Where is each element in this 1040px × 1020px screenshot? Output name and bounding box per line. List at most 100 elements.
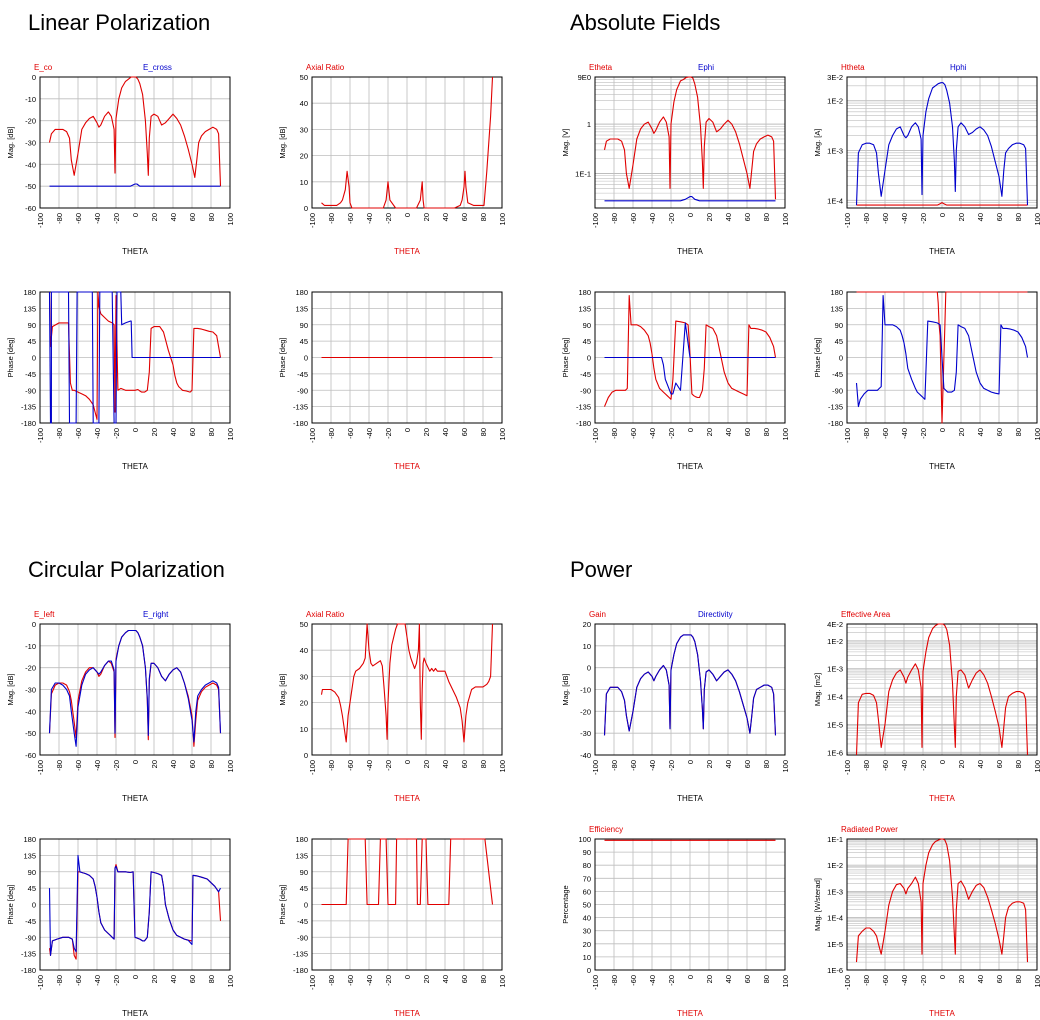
x-tick-label: 0 (403, 975, 412, 979)
y-tick-label: -180 (293, 419, 308, 428)
x-tick-label: 60 (995, 213, 1004, 221)
y-tick-label: 40 (300, 646, 308, 655)
chart-lin-phase: 180 135 90 45 0 -45 -90 -135 -180-100 -80 -60 -40 -2… (6, 288, 235, 471)
x-tick-label: -60 (74, 213, 83, 224)
y-tick-label: -60 (25, 204, 36, 213)
series-line-1 (320, 623, 494, 743)
y-tick-label: 1E-4 (827, 914, 843, 923)
chart-circ-phase: 180 135 90 45 0 -45 -90 -135 -180-100 -80 -60 -40 -2… (6, 835, 235, 1018)
x-axis-label: THETA (122, 462, 148, 471)
x-axis-label: THETA (677, 462, 703, 471)
y-tick-label: 90 (583, 321, 591, 330)
x-axis-label: THETA (929, 462, 955, 471)
x-tick-label: -20 (384, 975, 393, 986)
x-tick-label: -80 (55, 760, 64, 771)
x-tick-label: 80 (762, 975, 771, 983)
x-tick-label: -40 (365, 428, 374, 439)
x-tick-label: -80 (610, 760, 619, 771)
x-tick-label: 80 (207, 213, 216, 221)
x-tick-label: -60 (629, 975, 638, 986)
y-tick-label: 90 (583, 848, 591, 857)
x-tick-label: -20 (919, 975, 928, 986)
x-tick-label: -20 (112, 760, 121, 771)
y-tick-label: 90 (28, 321, 36, 330)
y-tick-label: -10 (580, 686, 591, 695)
x-tick-label: -80 (862, 428, 871, 439)
x-tick-label: 40 (441, 213, 450, 221)
x-tick-label: -40 (900, 760, 909, 771)
y-tick-label: -20 (25, 117, 36, 126)
series-line-1 (855, 623, 1029, 756)
chart-abs-h-phase: 180 135 90 45 0 -45 -90 -135 -180-100 -80 -60 -40 -2… (813, 288, 1040, 471)
y-tick-label: -90 (832, 386, 843, 395)
x-tick-label: 100 (781, 760, 790, 773)
x-tick-label: 20 (150, 428, 159, 436)
x-tick-label: -80 (55, 213, 64, 224)
x-axis-label: THETA (929, 1009, 955, 1018)
x-tick-label: 80 (207, 760, 216, 768)
y-tick-label: 45 (28, 337, 36, 346)
series-line-2 (48, 291, 221, 424)
x-tick-label: 100 (781, 213, 790, 226)
section-title-linear: Linear Polarization (28, 10, 211, 35)
y-axis-label: Mag. [dB] (6, 126, 15, 158)
y-axis-label: Phase [deg] (6, 337, 15, 377)
x-tick-label: -80 (610, 975, 619, 986)
y-axis-label: Mag. [dB] (6, 673, 15, 705)
x-tick-label: -80 (327, 975, 336, 986)
x-tick-label: 80 (1014, 428, 1023, 436)
y-tick-label: 80 (583, 861, 591, 870)
plot-frame (594, 291, 786, 424)
legend-entry: Efficiency (589, 825, 623, 834)
y-tick-label: 0 (304, 751, 308, 760)
x-tick-label: 80 (479, 213, 488, 221)
x-tick-label: 100 (781, 428, 790, 441)
y-tick-label: 1E-2 (827, 637, 843, 646)
y-tick-label: 1E-2 (827, 861, 843, 870)
y-axis-label: Phase [deg] (278, 884, 287, 924)
x-tick-label: 0 (938, 760, 947, 764)
y-tick-label: 1E-3 (827, 665, 843, 674)
series-line-1 (321, 838, 494, 906)
x-tick-label: -20 (667, 975, 676, 986)
x-tick-label: 20 (422, 428, 431, 436)
y-tick-label: 1E-5 (827, 940, 843, 949)
y-axis-label: Phase [deg] (6, 884, 15, 924)
x-tick-label: 80 (1014, 213, 1023, 221)
x-tick-label: 80 (479, 975, 488, 983)
y-tick-label: 135 (295, 304, 308, 313)
x-tick-label: -100 (843, 213, 852, 228)
y-tick-label: -30 (25, 139, 36, 148)
x-tick-label: 0 (938, 428, 947, 432)
y-tick-label: 90 (835, 321, 843, 330)
legend-entry: Directivity (698, 610, 733, 619)
y-tick-label: 10 (300, 725, 308, 734)
x-tick-label: 100 (498, 428, 507, 441)
plot-frame (39, 291, 231, 424)
x-tick-label: -80 (327, 760, 336, 771)
x-tick-label: -60 (629, 213, 638, 224)
x-tick-label: -40 (365, 213, 374, 224)
y-tick-label: 1 (587, 120, 591, 129)
x-tick-label: -20 (112, 428, 121, 439)
x-tick-label: -40 (648, 213, 657, 224)
y-tick-label: -60 (25, 751, 36, 760)
x-tick-label: -80 (327, 428, 336, 439)
chart-abs-e-phase: 180 135 90 45 0 -45 -90 -135 -180-100 -80 -60 -40 -2… (561, 288, 790, 471)
x-tick-label: -100 (36, 428, 45, 443)
y-tick-label: -90 (297, 933, 308, 942)
series-line-2 (603, 634, 777, 736)
x-tick-label: 100 (226, 213, 235, 226)
y-tick-label: -180 (828, 419, 843, 428)
x-tick-label: 60 (995, 428, 1004, 436)
x-tick-label: 60 (743, 213, 752, 221)
x-axis-label: THETA (394, 462, 420, 471)
y-tick-label: -30 (580, 729, 591, 738)
y-tick-label: 20 (583, 940, 591, 949)
x-tick-label: 60 (460, 428, 469, 436)
y-tick-label: -30 (25, 686, 36, 695)
y-tick-label: -45 (297, 370, 308, 379)
section-title-power: Power (570, 557, 633, 582)
y-tick-label: 10 (583, 953, 591, 962)
